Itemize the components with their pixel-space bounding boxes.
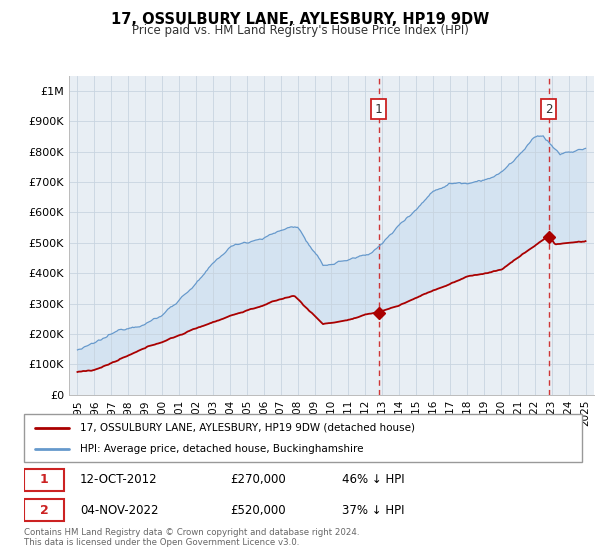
Text: 1: 1 xyxy=(375,102,382,115)
Text: HPI: Average price, detached house, Buckinghamshire: HPI: Average price, detached house, Buck… xyxy=(80,444,364,454)
Text: 2: 2 xyxy=(40,503,49,517)
Text: £270,000: £270,000 xyxy=(230,473,286,487)
Text: 04-NOV-2022: 04-NOV-2022 xyxy=(80,503,158,517)
Text: £520,000: £520,000 xyxy=(230,503,286,517)
Text: 2: 2 xyxy=(545,102,553,115)
Text: 46% ↓ HPI: 46% ↓ HPI xyxy=(342,473,404,487)
Text: 1: 1 xyxy=(40,473,49,487)
FancyBboxPatch shape xyxy=(24,500,64,521)
Text: 37% ↓ HPI: 37% ↓ HPI xyxy=(342,503,404,517)
Text: 17, OSSULBURY LANE, AYLESBURY, HP19 9DW: 17, OSSULBURY LANE, AYLESBURY, HP19 9DW xyxy=(111,12,489,27)
Text: 12-OCT-2012: 12-OCT-2012 xyxy=(80,473,157,487)
Text: Price paid vs. HM Land Registry's House Price Index (HPI): Price paid vs. HM Land Registry's House … xyxy=(131,24,469,36)
FancyBboxPatch shape xyxy=(24,469,64,491)
FancyBboxPatch shape xyxy=(24,414,582,462)
Text: Contains HM Land Registry data © Crown copyright and database right 2024.
This d: Contains HM Land Registry data © Crown c… xyxy=(24,528,359,547)
Text: 17, OSSULBURY LANE, AYLESBURY, HP19 9DW (detached house): 17, OSSULBURY LANE, AYLESBURY, HP19 9DW … xyxy=(80,423,415,433)
